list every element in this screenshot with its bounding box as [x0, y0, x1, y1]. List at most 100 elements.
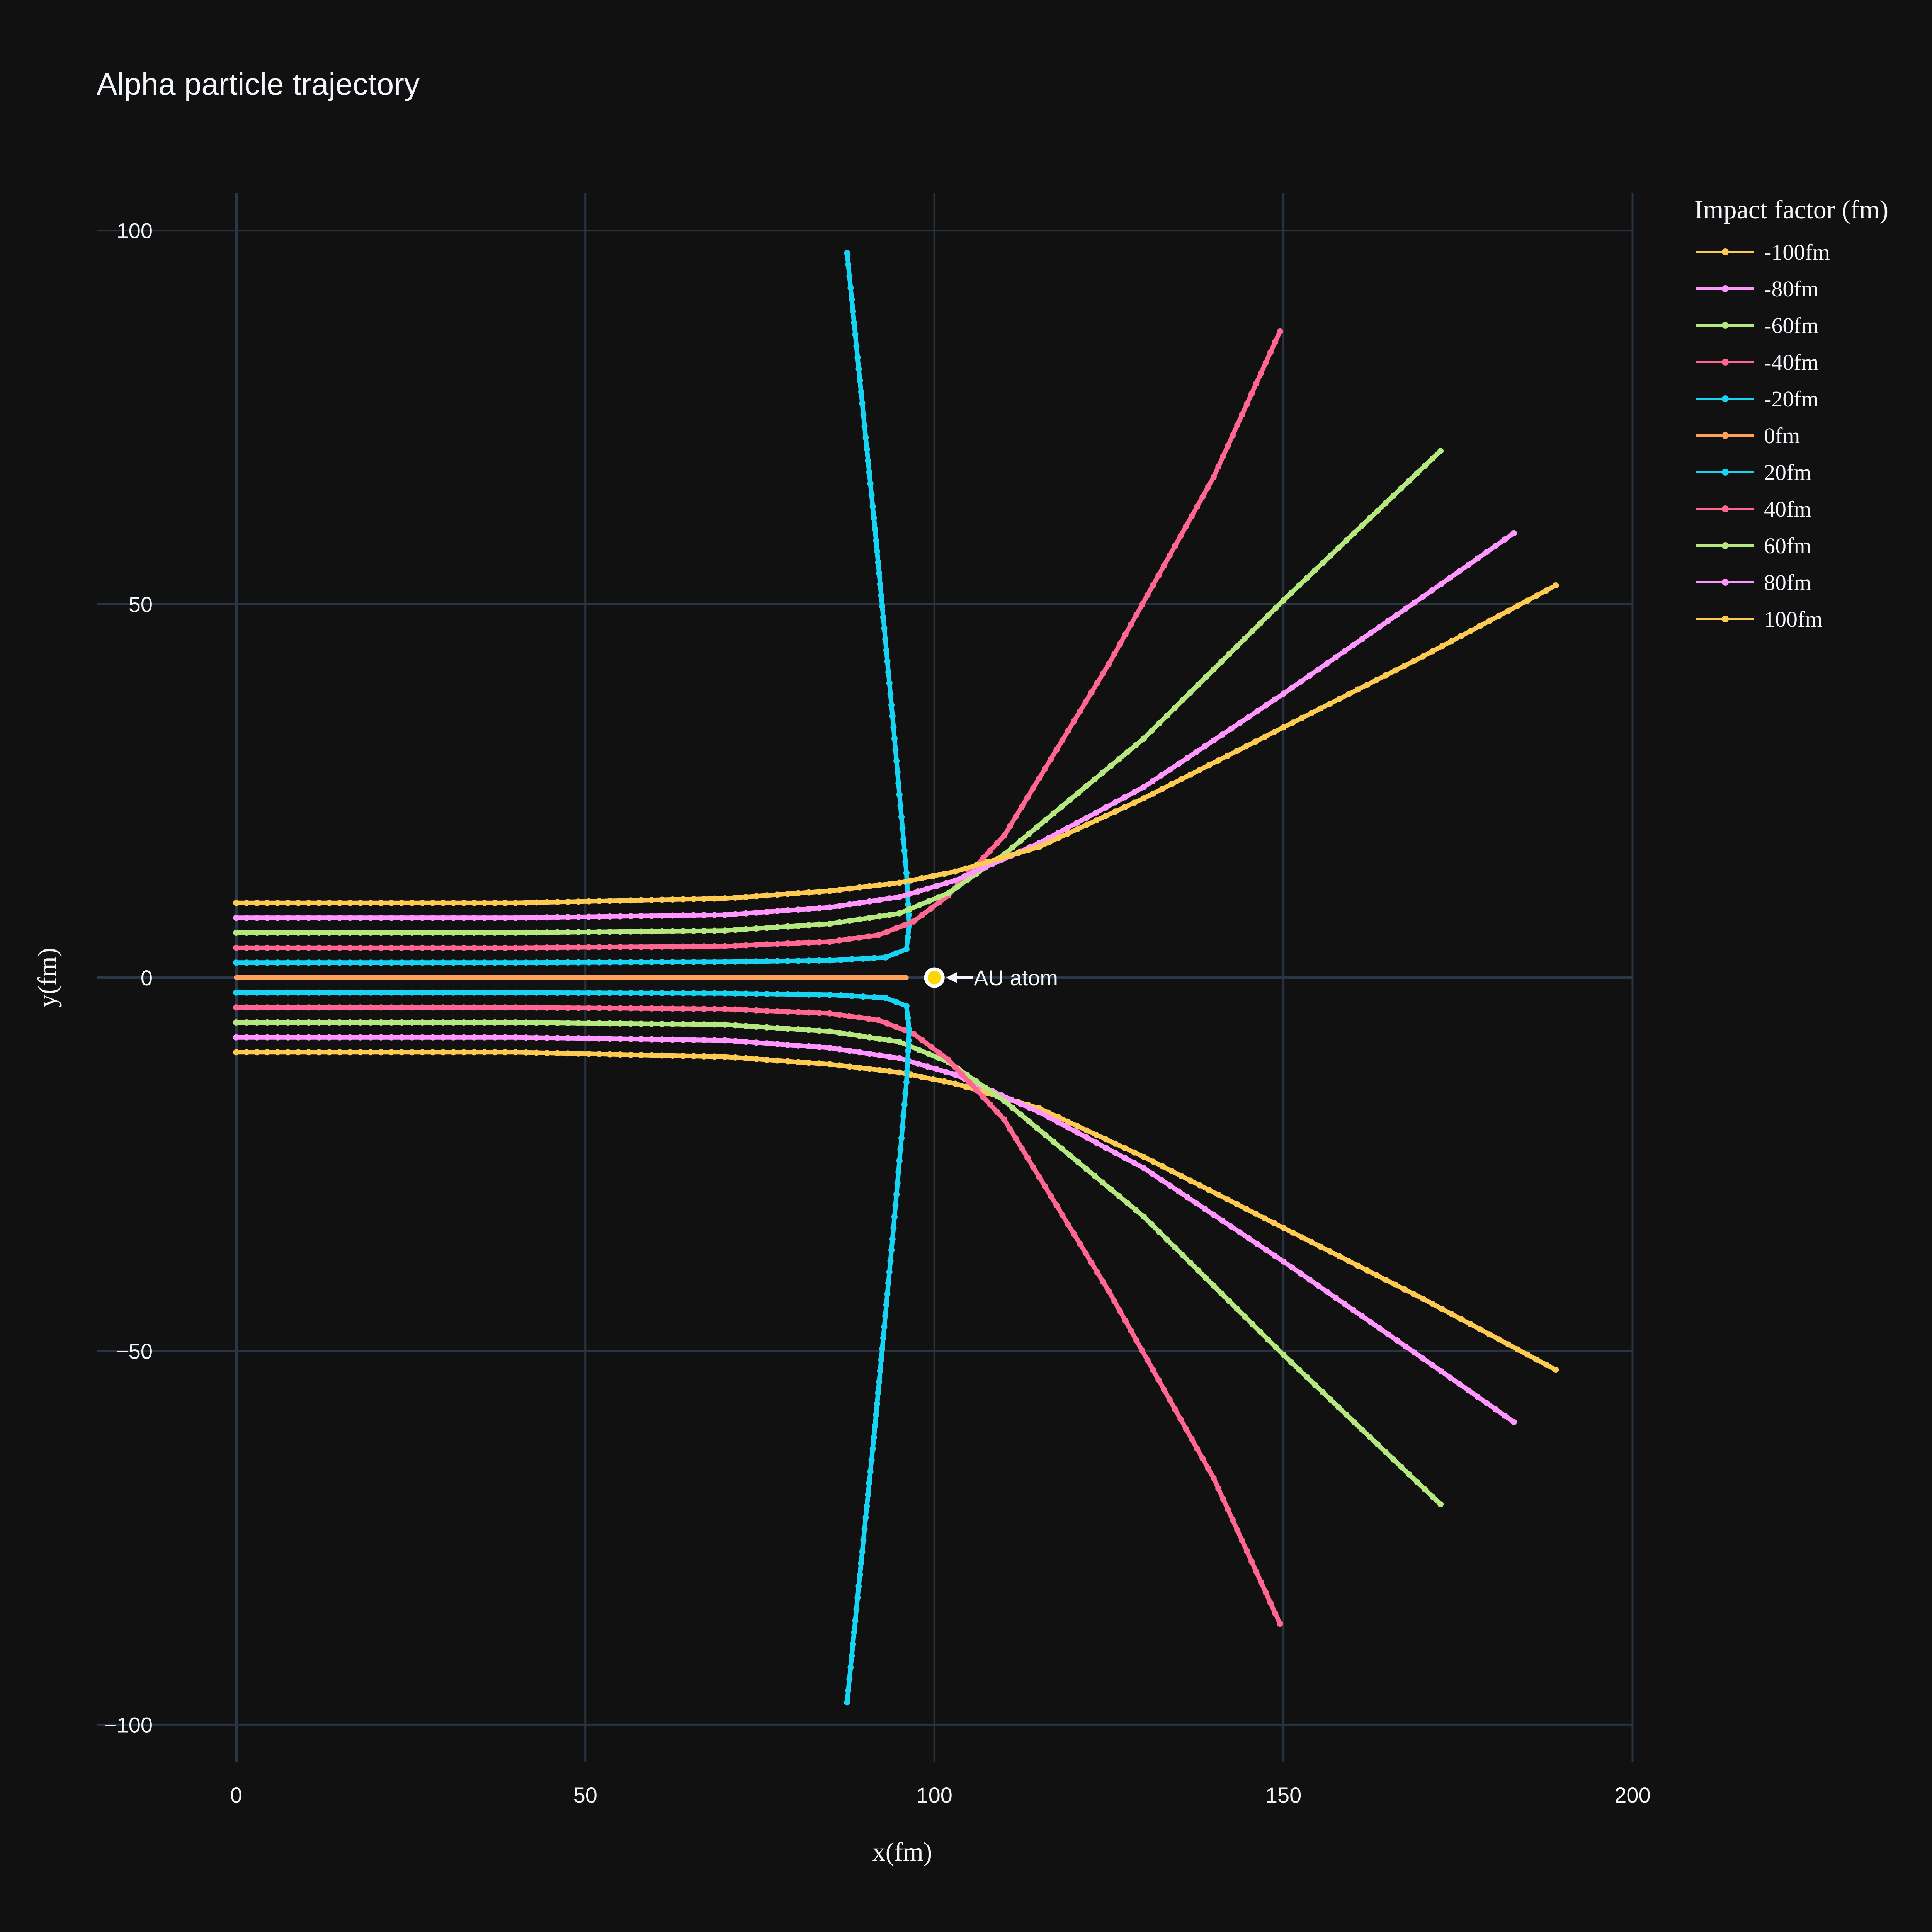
series-point: [264, 1019, 270, 1026]
series-point: [816, 1010, 823, 1016]
series-point: [628, 944, 634, 950]
series-point: [875, 559, 881, 566]
series-point: [409, 1004, 415, 1011]
series-point: [388, 989, 395, 996]
series-point: [274, 1019, 281, 1026]
series--20fm: [233, 989, 913, 1706]
series-point: [874, 548, 880, 554]
series-point: [1249, 628, 1256, 634]
series-point: [899, 825, 906, 832]
legend-item--20fm[interactable]: -20fm: [1696, 386, 1819, 412]
series-point: [732, 1022, 739, 1029]
series-point: [1075, 790, 1082, 796]
series-point: [856, 1049, 863, 1056]
series-point: [492, 989, 498, 996]
legend: Impact factor (fm) -100fm -80fm -60fm -40fm…: [1694, 195, 1888, 632]
series-point: [1420, 1296, 1426, 1302]
series-point: [1008, 1096, 1014, 1103]
series-point: [409, 1019, 415, 1026]
series-point: [419, 930, 426, 936]
legend-item-40fm[interactable]: 40fm: [1696, 497, 1811, 522]
series-point: [638, 990, 645, 996]
series-point: [1094, 1269, 1100, 1276]
series-point: [880, 1335, 886, 1341]
series-point: [690, 896, 697, 902]
legend-item-60fm[interactable]: 60fm: [1696, 533, 1811, 558]
series-point: [295, 989, 301, 996]
series-point: [743, 910, 749, 917]
series-point: [585, 898, 592, 905]
series-point: [992, 1091, 998, 1098]
series-point: [893, 1191, 900, 1197]
series-point: [450, 1019, 457, 1026]
series-point: [846, 901, 853, 908]
legend-item-80fm[interactable]: 80fm: [1696, 570, 1811, 595]
series-point: [1175, 760, 1182, 767]
series-point: [295, 930, 301, 936]
series-point: [316, 900, 322, 906]
series-point: [440, 944, 446, 951]
legend-item--40fm[interactable]: -40fm: [1696, 350, 1819, 375]
series-point: [295, 959, 301, 966]
series-point: [471, 1049, 477, 1056]
series-point: [862, 1514, 869, 1521]
legend-item--60fm[interactable]: -60fm: [1696, 313, 1819, 338]
series-point: [523, 929, 529, 936]
series-point: [774, 924, 781, 930]
series-point: [585, 1035, 592, 1042]
series-point: [1187, 771, 1194, 778]
legend-item--80fm[interactable]: -80fm: [1696, 276, 1819, 301]
series-point: [669, 943, 676, 950]
series-point: [854, 354, 861, 361]
series-point: [943, 1069, 949, 1075]
series-point: [882, 995, 889, 1001]
series-point: [367, 989, 374, 996]
series-point: [1355, 686, 1361, 693]
series-point: [889, 1236, 896, 1242]
annotation-text: AU atom: [974, 966, 1058, 990]
legend-item-0fm[interactable]: 0fm: [1696, 423, 1800, 448]
series-point: [795, 940, 801, 946]
legend-item-20fm[interactable]: 20fm: [1696, 460, 1811, 485]
series-point: [1048, 1193, 1054, 1199]
series-point: [398, 1049, 405, 1056]
series-point: [607, 1005, 613, 1012]
series-point: [866, 933, 872, 940]
series-point: [1280, 597, 1287, 604]
series-point: [523, 1004, 529, 1011]
series-point: [1277, 1621, 1283, 1627]
legend-item-100fm[interactable]: 100fm: [1696, 607, 1822, 632]
series-point: [1112, 1150, 1119, 1156]
series-point: [585, 913, 592, 920]
series-point: [1324, 660, 1330, 667]
series-point: [1195, 682, 1201, 688]
series-point: [882, 636, 889, 643]
series-point: [409, 1034, 415, 1041]
series-point: [901, 847, 908, 854]
series-point: [753, 909, 760, 916]
series-point: [1150, 1158, 1156, 1165]
series-point: [274, 915, 281, 921]
series-point: [1465, 1387, 1472, 1394]
x-tick-label: 100: [916, 1783, 952, 1807]
series-point: [876, 1067, 883, 1073]
series-point: [607, 929, 613, 935]
series-point: [512, 989, 519, 996]
series-point: [1410, 658, 1417, 664]
series-point: [481, 900, 488, 906]
series-point: [896, 1039, 903, 1045]
series-point: [1183, 1426, 1189, 1432]
series-point: [838, 957, 844, 963]
legend-item--100fm[interactable]: -100fm: [1696, 240, 1830, 265]
series-point: [722, 959, 728, 965]
series-point: [844, 1699, 850, 1706]
series-point: [891, 1213, 898, 1220]
series-point: [1394, 612, 1400, 618]
series-point: [1065, 1221, 1071, 1228]
series-point: [1242, 636, 1248, 642]
series-point: [1254, 1241, 1260, 1247]
series-point: [669, 1053, 676, 1059]
series-point: [347, 1049, 353, 1056]
series-point: [753, 1024, 760, 1030]
series-point: [896, 879, 903, 886]
